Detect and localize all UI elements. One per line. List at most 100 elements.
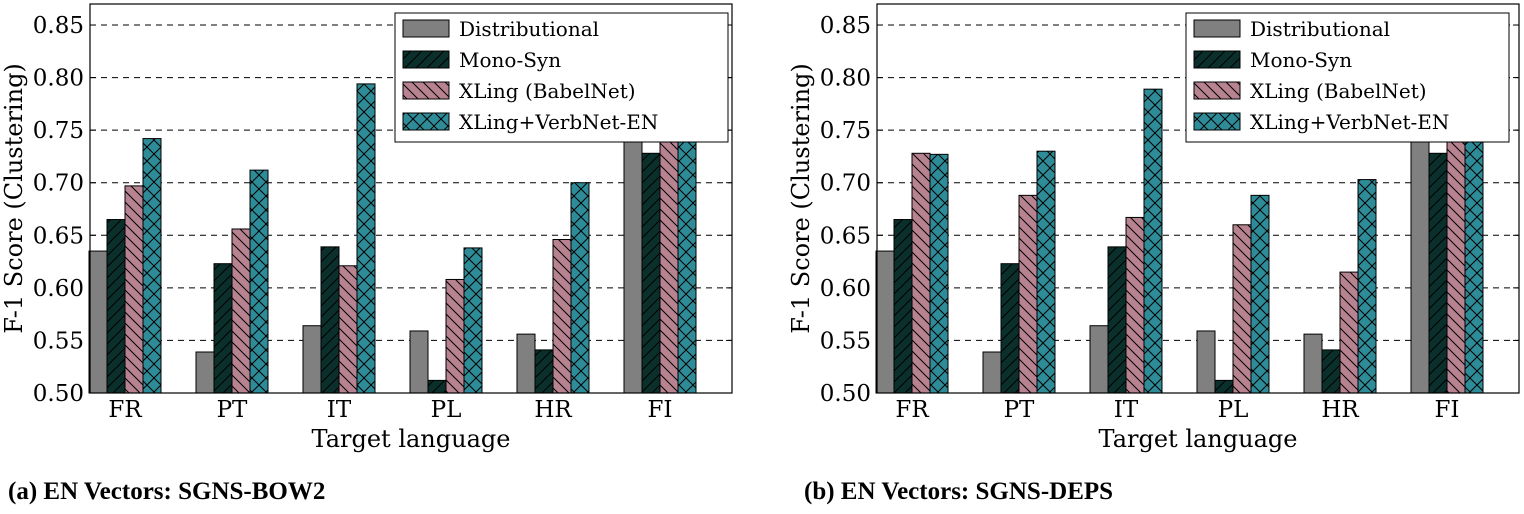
bar-hatch <box>1340 272 1358 393</box>
bar-hatch <box>553 239 571 393</box>
bar-distributional <box>88 250 108 394</box>
x-tick-label: HR <box>1321 397 1359 423</box>
legend-swatch-hatch <box>403 113 449 130</box>
caption-b: (b) EN Vectors: SGNS-DEPS <box>804 478 1114 505</box>
bar-hatch <box>107 219 125 393</box>
bar-hatch <box>250 170 268 393</box>
bar-hatch <box>912 153 930 393</box>
x-tick-label: PL <box>431 397 462 423</box>
bar-distributional <box>875 250 895 394</box>
y-tick-label: 0.75 <box>820 118 871 144</box>
y-tick-label: 0.85 <box>820 13 871 39</box>
bar-distributional <box>516 333 536 394</box>
plot-frame <box>876 3 1520 394</box>
bar-hatch <box>660 77 678 393</box>
bar-hatch <box>321 246 339 393</box>
bar-hatch <box>571 182 589 393</box>
bar-distributional <box>302 325 322 394</box>
legend-label: Mono-Syn <box>1250 48 1352 72</box>
legend-swatch-hatch <box>1194 51 1240 68</box>
bar-hatch <box>1358 179 1376 393</box>
bar-hatch <box>446 279 464 393</box>
bar-distributional <box>1196 330 1216 394</box>
y-tick-label: 0.70 <box>33 171 84 197</box>
y-tick-label: 0.55 <box>33 328 84 354</box>
chart-b: 0.50 0.55 0.60 0.65 0.70 0.75 0.80 0.85 FR PT IT PL… <box>787 3 1520 453</box>
x-tick-label: FI <box>1434 397 1459 423</box>
y-axis-label: F-1 Score (Clustering) <box>787 63 815 334</box>
y-tick-label: 0.60 <box>33 276 84 302</box>
y-tick-label: 0.50 <box>33 381 84 407</box>
bar-hatch <box>1037 151 1055 393</box>
x-axis-label: Target language <box>312 425 511 453</box>
bar-hatch <box>1144 89 1162 394</box>
legend-swatch <box>1193 19 1241 38</box>
y-tick-label: 0.50 <box>820 381 871 407</box>
plot-frame <box>89 3 733 394</box>
legend-box <box>394 12 729 143</box>
bar-hatch <box>357 83 375 393</box>
bar-hatch <box>232 228 250 393</box>
bar-hatch <box>1233 224 1251 393</box>
chart-a: 0.50 0.55 0.60 0.65 0.70 0.75 0.80 0.85 FR PT IT PL… <box>0 3 733 453</box>
bar-distributional <box>1410 141 1430 394</box>
bar-hatch <box>143 138 161 393</box>
bar-hatch <box>464 247 482 393</box>
legend-label: XLing+VerbNet-EN <box>1250 110 1449 134</box>
bar-hatch <box>1108 246 1126 393</box>
caption-a: (a) EN Vectors: SGNS-BOW2 <box>8 478 326 505</box>
y-axis-label: F-1 Score (Clustering) <box>0 63 28 334</box>
bar-distributional <box>623 141 643 394</box>
y-tick-label: 0.55 <box>820 328 871 354</box>
legend-label: Distributional <box>1250 17 1390 41</box>
x-tick-label: IT <box>327 397 352 423</box>
y-tick-label: 0.60 <box>820 276 871 302</box>
bar-hatch <box>894 219 912 393</box>
bar-hatch <box>1126 217 1144 393</box>
legend-label: XLing (BabelNet) <box>459 79 636 103</box>
bar-hatch <box>930 154 948 393</box>
y-tick-label: 0.65 <box>820 223 871 249</box>
bar-distributional <box>982 351 1002 394</box>
bar-hatch <box>642 153 660 393</box>
legend-swatch-hatch <box>1194 113 1240 130</box>
x-tick-label: PT <box>217 397 248 423</box>
y-tick-label: 0.70 <box>820 171 871 197</box>
bar-hatch <box>1001 263 1019 393</box>
bar-hatch <box>339 265 357 393</box>
x-tick-label: IT <box>1114 397 1139 423</box>
legend-swatch-hatch <box>1194 82 1240 99</box>
bar-hatch <box>428 380 446 393</box>
y-tick-label: 0.80 <box>33 66 84 92</box>
x-tick-label: PT <box>1004 397 1035 423</box>
legend-label: XLing+VerbNet-EN <box>459 110 658 134</box>
bar-distributional <box>409 330 429 394</box>
y-tick-label: 0.80 <box>820 66 871 92</box>
bar-hatch <box>125 185 143 393</box>
x-tick-label: FI <box>647 397 672 423</box>
x-axis-label: Target language <box>1099 425 1298 453</box>
legend-swatch-hatch <box>403 51 449 68</box>
bar-hatch <box>1429 153 1447 393</box>
x-tick-label: FR <box>108 397 142 423</box>
legend-label: XLing (BabelNet) <box>1250 79 1427 103</box>
y-tick-label: 0.75 <box>33 118 84 144</box>
x-tick-label: HR <box>534 397 572 423</box>
bar-distributional <box>1089 325 1109 394</box>
bar-hatch <box>1251 195 1269 393</box>
x-tick-label: FR <box>895 397 929 423</box>
bar-hatch <box>1322 349 1340 393</box>
legend-swatch-hatch <box>403 82 449 99</box>
x-tick-label: PL <box>1218 397 1249 423</box>
legend-label: Distributional <box>459 17 599 41</box>
bar-hatch <box>214 263 232 393</box>
y-tick-label: 0.85 <box>33 13 84 39</box>
legend-label: Mono-Syn <box>459 48 561 72</box>
bar-hatch <box>1215 380 1233 393</box>
bar-hatch <box>1019 195 1037 393</box>
bar-hatch <box>535 349 553 393</box>
legend-swatch <box>402 19 450 38</box>
bar-distributional <box>1303 333 1323 394</box>
y-tick-label: 0.65 <box>33 223 84 249</box>
